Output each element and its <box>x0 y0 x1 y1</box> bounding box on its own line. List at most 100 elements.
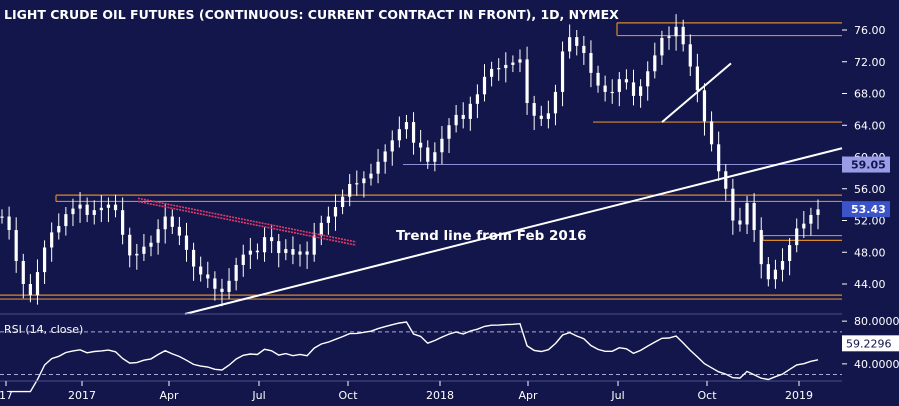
x-axis: 17 2017 Apr Jul Oct 2018 Apr Jul Oct 2019 <box>0 380 842 402</box>
candle-body <box>752 203 756 231</box>
candle-body <box>0 216 4 218</box>
candle-body <box>482 76 487 95</box>
candle-body <box>220 288 224 292</box>
x-tick-label: Apr <box>518 389 538 402</box>
rsi-tick-label: 40.0000 <box>854 358 899 371</box>
candle-body <box>773 269 778 280</box>
candle-body <box>575 37 579 46</box>
candle-body <box>688 44 692 67</box>
candle-body <box>788 245 792 261</box>
candle-body <box>248 250 252 255</box>
candle-body <box>149 242 153 247</box>
candle-body <box>795 228 799 246</box>
candle-body <box>624 79 629 83</box>
candle-body <box>667 36 671 38</box>
candle-body <box>28 284 32 296</box>
candle-body <box>490 68 494 77</box>
x-tick-label: Oct <box>338 389 358 402</box>
candle-body <box>745 203 749 225</box>
candle-body <box>99 207 103 211</box>
candle-body <box>717 144 721 172</box>
candle-body <box>631 82 636 96</box>
candle-body <box>213 278 217 289</box>
price-tick-label: 44.00 <box>854 278 886 291</box>
candle-body <box>724 171 728 189</box>
candle-body <box>610 91 614 94</box>
candle-body <box>504 64 508 69</box>
candle-body <box>468 103 472 119</box>
candle-body <box>568 37 572 52</box>
candle-body <box>511 62 515 65</box>
candle-body <box>390 140 394 152</box>
candle-body <box>270 237 274 242</box>
candle-body <box>497 68 501 70</box>
level-price-badge <box>842 156 890 173</box>
price-levels <box>0 22 842 300</box>
candle-body <box>546 113 550 119</box>
candle-body <box>305 251 309 255</box>
candle-body <box>426 147 430 162</box>
candle-body <box>681 26 685 45</box>
candle-body <box>106 204 111 208</box>
rsi-line <box>9 321 819 393</box>
descending-resistance-line <box>137 200 357 246</box>
price-tick-label: 48.00 <box>854 246 886 259</box>
rising-trend-line <box>661 62 732 123</box>
candle-body <box>340 196 345 208</box>
x-tick-label: 2017 <box>68 389 96 402</box>
price-axis: 76.0072.0068.0064.0060.0056.0052.0048.00… <box>842 24 890 291</box>
candle-body <box>525 59 529 104</box>
candle-body <box>617 79 621 92</box>
candle-body <box>596 72 600 86</box>
x-tick-label: 17 <box>0 389 13 402</box>
candle-body <box>291 249 295 255</box>
x-tick-label: 2018 <box>426 389 454 402</box>
chart-title: LIGHT CRUDE OIL FUTURES (CONTINUOUS: CUR… <box>4 7 619 22</box>
candle-body <box>780 260 785 270</box>
price-tick-label: 52.00 <box>854 215 886 228</box>
candle-body <box>454 114 458 126</box>
candle-body <box>255 250 260 253</box>
candle-body <box>582 45 586 54</box>
x-tick-label: Apr <box>159 389 179 402</box>
candle-body <box>78 204 82 209</box>
level-price-label: 59.05 <box>851 159 886 172</box>
candle-body <box>383 151 387 162</box>
candle-body <box>113 204 118 211</box>
candle-body <box>71 208 75 215</box>
price-tick-label: 72.00 <box>854 56 886 69</box>
candle-body <box>440 138 444 153</box>
candle-body <box>809 214 813 224</box>
candle-body <box>277 241 281 254</box>
candle-body <box>92 210 96 215</box>
candle-body <box>475 94 480 104</box>
candle-body <box>262 237 267 253</box>
candle-body <box>312 235 316 255</box>
candle-body <box>298 251 302 255</box>
candle-body <box>326 216 330 223</box>
candle-body <box>348 183 352 197</box>
candle-body <box>802 223 806 229</box>
candle-body <box>646 71 650 87</box>
price-tick-label: 68.00 <box>854 88 886 101</box>
candle-body <box>589 53 593 73</box>
candle-body <box>319 222 323 236</box>
candle-body <box>199 266 203 275</box>
candle-body <box>702 90 707 122</box>
candle-body <box>660 37 664 56</box>
candle-body <box>518 59 522 63</box>
rsi-pane: 80.0000 40.0000 59.2296 <box>0 315 899 393</box>
candle-body <box>404 122 409 130</box>
x-tick-label: Jul <box>610 389 624 402</box>
candle-body <box>766 264 770 280</box>
candle-body <box>142 246 146 254</box>
candle-body <box>227 280 231 292</box>
long-term-trend-line <box>184 147 843 315</box>
price-tick-label: 76.00 <box>854 24 886 37</box>
candle-body <box>206 274 210 279</box>
trend-annotation: Trend line from Feb 2016 <box>396 228 587 244</box>
candle-body <box>709 121 714 145</box>
candle-body <box>241 254 245 265</box>
